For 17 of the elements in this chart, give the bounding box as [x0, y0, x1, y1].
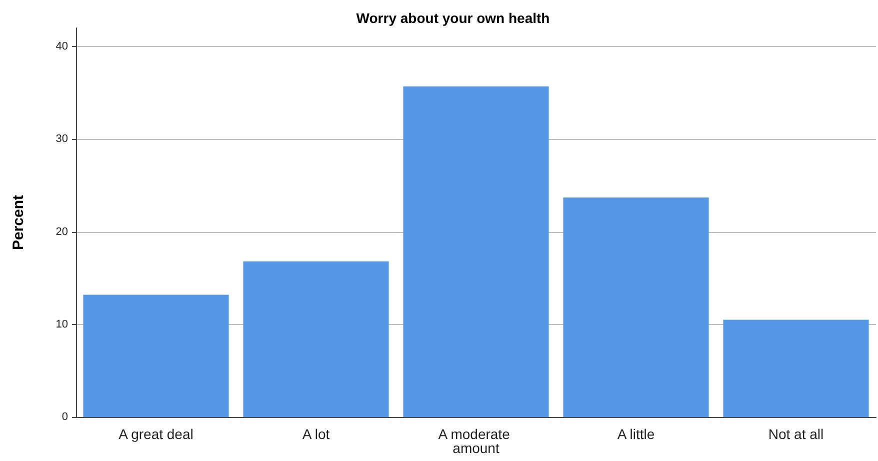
y-tick-label: 20	[56, 226, 68, 238]
y-tick-label: 30	[56, 133, 68, 146]
bar	[243, 261, 389, 417]
x-tick-label: A lot	[302, 426, 330, 442]
chart-title: Worry about your own health	[356, 10, 550, 26]
x-tick-label: A little	[617, 426, 655, 442]
x-tick-label: A moderate amount	[438, 426, 514, 456]
y-tick-label: 40	[56, 40, 68, 53]
bar	[403, 86, 549, 417]
y-tick-label: 0	[62, 411, 68, 423]
bar	[563, 197, 709, 417]
y-axis-title: Percent	[10, 194, 27, 250]
x-tick-label: A great deal	[118, 426, 194, 442]
bar	[723, 320, 869, 417]
y-tick-label: 10	[56, 318, 68, 330]
x-tick-label: Not at all	[768, 426, 824, 442]
bar	[83, 294, 229, 417]
